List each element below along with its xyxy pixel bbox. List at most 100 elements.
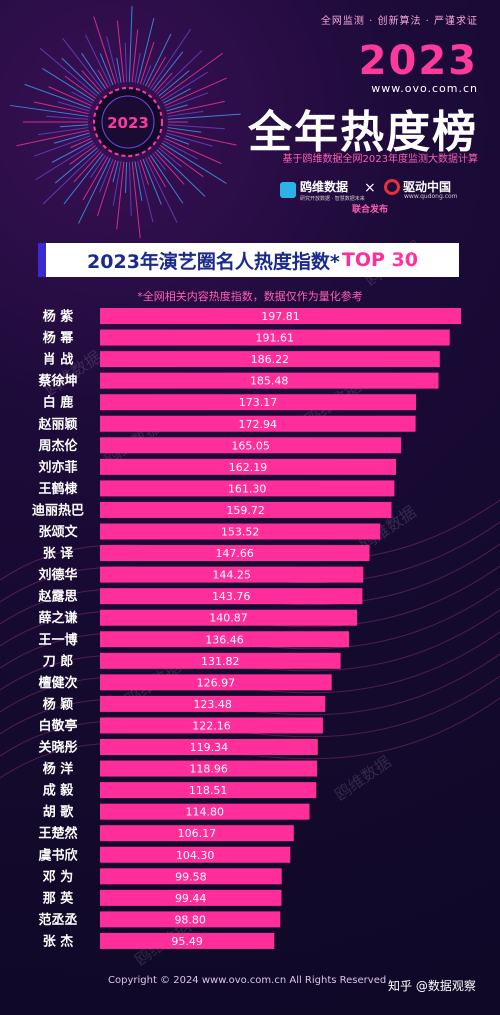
bar: [100, 889, 282, 906]
bar-value-label: 118.96: [189, 763, 228, 776]
bar-value-label: 153.52: [221, 526, 260, 539]
burst-ray: [139, 41, 155, 85]
burst-ray: [147, 156, 166, 188]
bar-value-label: 98.80: [174, 913, 206, 926]
burst-ray: [124, 43, 128, 83]
bar: [100, 868, 282, 885]
bar: [100, 437, 402, 454]
burst-ray: [161, 71, 208, 102]
bar-category-label: 刘德华: [38, 567, 77, 583]
bar: [100, 782, 317, 799]
bar-value-label: 123.48: [193, 698, 232, 711]
bar-category-label: 王鹤棣: [38, 481, 78, 497]
burst-ray: [147, 56, 166, 88]
bar-value-label: 95.49: [171, 935, 203, 948]
chart-title: 2023年演艺圈名人热度指数*: [87, 250, 340, 273]
burst-ray: [73, 151, 102, 183]
burst-ray: [128, 6, 133, 83]
burst-ray: [163, 88, 191, 104]
burst-ray: [152, 153, 166, 171]
bar-value-label: 104.30: [176, 849, 215, 862]
bar-value-label: 99.44: [175, 892, 207, 905]
burst-ray: [60, 124, 89, 128]
footer-zhihu-watermark: 知乎 @数据观察: [388, 979, 476, 993]
burst-ray: [78, 157, 111, 224]
bar-value-label: 118.51: [189, 784, 228, 797]
burst-ray: [93, 16, 117, 85]
burst-ray: [156, 50, 203, 95]
bar-category-label: 杨 幂: [43, 330, 75, 346]
bar-category-label: 王楚然: [38, 826, 77, 842]
chart-title-tag: TOP 30: [341, 249, 418, 271]
burst-ray: [42, 149, 100, 205]
bar-category-label: 刀 郎: [43, 653, 74, 669]
bar: [100, 674, 332, 691]
header-subtitle: 基于鸥维数据全网2023年度监测大数据计算: [282, 154, 478, 165]
bar: [100, 760, 318, 777]
burst-ray: [99, 53, 114, 86]
bar-category-label: 杨 洋: [43, 761, 74, 777]
burst-ray: [71, 91, 93, 104]
burst-ray: [139, 159, 149, 185]
ovo-logo-icon: [280, 182, 296, 198]
burst-ray: [57, 101, 90, 112]
burst-ray: [161, 142, 227, 184]
chart-note: *全网相关内容热度指数，数据仅作为量化参考: [137, 290, 363, 303]
burst-ray: [167, 127, 202, 133]
burst-ray: [63, 153, 104, 205]
bar: [100, 932, 275, 949]
burst-ray: [35, 142, 95, 181]
bar: [100, 415, 416, 432]
burst-ray: [167, 100, 225, 115]
header-tagline: 全网监测 · 创新算法 · 严谨求证: [320, 16, 478, 27]
burst-ray: [16, 129, 89, 147]
bar: [100, 351, 440, 368]
burst-ray: [163, 140, 198, 160]
burst-ray: [46, 115, 89, 120]
bar-category-label: 虞书欣: [38, 847, 78, 863]
burst-ray: [137, 160, 154, 223]
burst-ray: [167, 129, 237, 146]
burst-ray: [149, 154, 184, 204]
bar-category-label: 范丞丞: [38, 912, 77, 928]
page-title: 全年热度榜: [248, 107, 478, 158]
burst-ray: [167, 124, 225, 130]
bar-category-label: 赵丽颖: [37, 416, 77, 432]
bar-category-label: 赵露思: [37, 589, 77, 605]
burst-ray: [24, 83, 91, 109]
burst-ray: [166, 104, 188, 112]
bar-value-label: 172.94: [239, 418, 278, 431]
bar: [100, 631, 349, 648]
bar: [100, 717, 323, 734]
burst-ray: [154, 72, 173, 93]
burst-ray: [165, 92, 209, 109]
burst-ray: [90, 154, 107, 178]
burst-ray: [112, 160, 119, 183]
burst-ray: [131, 29, 139, 83]
burst-ray: [166, 132, 213, 147]
bar-value-label: 106.17: [178, 827, 217, 840]
bar-category-label: 杨 颖: [43, 696, 74, 712]
burst-ray: [165, 135, 190, 145]
burst-ray: [96, 159, 117, 217]
bar-value-label: 191.61: [256, 332, 295, 345]
bar-value-label: 119.34: [190, 741, 229, 754]
burst-ray: [134, 52, 141, 83]
bar-category-label: 杨 紫: [43, 309, 74, 325]
bar-category-label: 蔡徐坤: [37, 373, 77, 389]
burst-ray: [61, 57, 100, 95]
bar-value-label: 161.30: [228, 482, 267, 495]
bar: [100, 545, 370, 562]
bar-value-label: 144.25: [212, 569, 251, 582]
bar-value-label: 140.87: [209, 612, 248, 625]
burst-ray: [149, 28, 192, 90]
burst-ray: [158, 147, 182, 168]
burst-ray: [97, 69, 109, 88]
bar-value-label: 162.19: [229, 461, 268, 474]
bar-category-label: 那 英: [43, 890, 75, 906]
partner-logos: 鸥维数据 研究开放数据 · 智慧数据未来 × 驱动中国 www.qudong.co…: [280, 178, 480, 218]
burst-ray: [37, 127, 89, 136]
gear-inner: [101, 95, 155, 149]
bar-category-label: 薛之谦: [38, 610, 77, 626]
